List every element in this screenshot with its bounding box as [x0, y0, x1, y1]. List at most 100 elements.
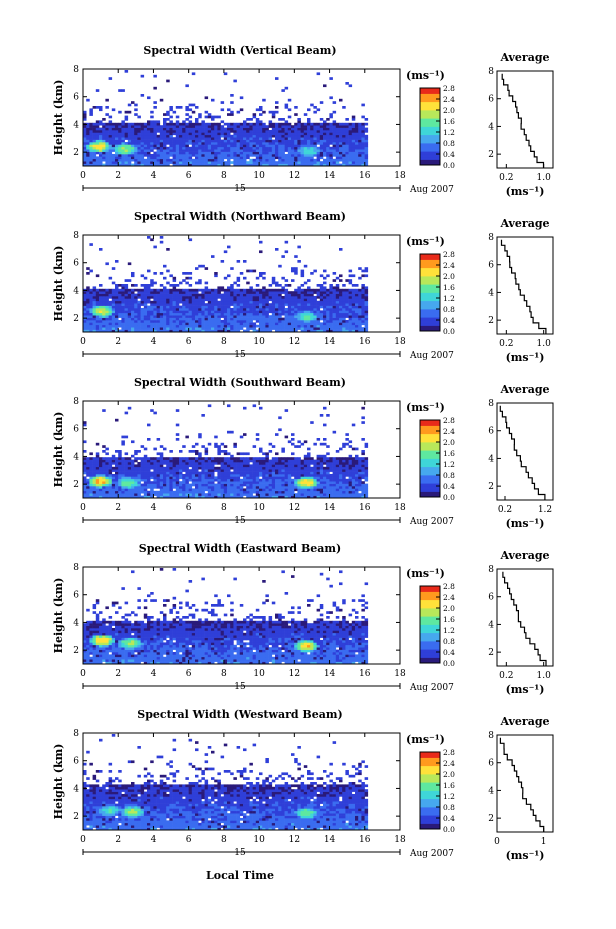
heatmap-cell: [284, 288, 289, 292]
heatmap-cell: [188, 125, 193, 128]
heatmap-cell: [259, 120, 263, 124]
heatmap-cell: [262, 125, 266, 128]
heatmap-cell: [185, 127, 189, 131]
heatmap-cell: [134, 493, 138, 496]
heatmap-cell: [271, 488, 276, 492]
heatmap-cell: [345, 144, 349, 148]
heatmap-cell: [332, 130, 337, 133]
heatmap-cell: [339, 158, 343, 162]
heatmap-cell: [361, 466, 365, 470]
heatmap-cell: [166, 324, 170, 328]
heatmap-cell: [246, 288, 250, 292]
heatmap-cell: [211, 144, 215, 148]
heatmap-cell: [310, 137, 314, 140]
heatmap-cell: [207, 493, 212, 496]
heatmap-cell: [249, 478, 253, 482]
heatmap-cell: [332, 488, 337, 492]
heatmap-cell: [131, 125, 135, 128]
heatmap-cell: [195, 493, 199, 496]
heatmap-cell: [358, 469, 362, 472]
heatmap-cell: [175, 137, 180, 140]
heatmap-cell: [265, 151, 269, 155]
heatmap-cell: [239, 483, 244, 487]
heatmap-cell: [201, 329, 205, 333]
heatmap-cell: [115, 486, 119, 489]
heatmap-cell: [275, 478, 279, 482]
heatmap-cell: [329, 130, 333, 133]
heatmap-cell: [323, 317, 327, 321]
heatmap-cell: [201, 305, 205, 309]
heatmap-cell: [118, 89, 122, 92]
heatmap-cell: [131, 329, 135, 333]
heatmap-cell: [332, 132, 337, 136]
heatmap-cell: [351, 490, 356, 494]
heatmap-cell: [169, 327, 173, 330]
heatmap-cell: [108, 115, 113, 119]
colorbar-tick-label: 2.8: [443, 250, 455, 259]
heatmap-cell: [182, 495, 186, 499]
heatmap-cell: [153, 315, 157, 318]
heatmap-cell: [89, 490, 93, 494]
heatmap-cell: [204, 96, 209, 100]
heatmap-cell: [335, 327, 340, 330]
heatmap-cell: [300, 122, 305, 126]
heatmap-cell: [191, 288, 196, 292]
heatmap-cell: [355, 134, 359, 138]
heatmap-cell: [175, 481, 180, 484]
heatmap-cell: [268, 293, 273, 297]
heatmap-cell: [291, 137, 295, 140]
heatmap-cell: [300, 130, 305, 133]
heatmap-cell: [191, 296, 196, 299]
heatmap-cell: [230, 144, 234, 148]
heatmap-cell: [335, 476, 340, 480]
heatmap-cell: [255, 462, 260, 465]
heatmap-cell: [319, 317, 324, 321]
heatmap-cell: [95, 320, 100, 323]
heatmap-cell: [179, 486, 183, 489]
heatmap-cell: [259, 108, 263, 112]
heatmap-cell: [294, 137, 298, 140]
heatmap-cell: [332, 144, 337, 148]
heatmap-cell: [329, 317, 333, 321]
heatmap-cell: [348, 305, 353, 309]
heatmap-cell: [313, 474, 317, 477]
heatmap-cell: [175, 303, 180, 306]
colorbar-segment: [420, 259, 440, 263]
heatmap-cell: [300, 158, 305, 162]
heatmap-cell: [179, 481, 183, 484]
heatmap-cell: [105, 146, 109, 150]
heatmap-cell: [358, 130, 362, 133]
heatmap-cell: [319, 310, 324, 314]
heatmap-cell: [326, 315, 330, 318]
heatmap-cell: [204, 288, 209, 292]
heatmap-cell: [121, 329, 125, 333]
heatmap-cell: [172, 464, 177, 468]
heatmap-cell: [108, 315, 113, 318]
heatmap-cell: [179, 329, 183, 333]
heatmap-cell: [239, 108, 244, 112]
heatmap-cell: [297, 322, 301, 326]
heatmap-cell: [227, 478, 231, 482]
heatmap-cell: [313, 130, 317, 133]
heatmap-cell: [214, 310, 218, 314]
heatmap-cell: [191, 125, 196, 128]
heatmap-cell: [268, 149, 273, 152]
heatmap-cell: [262, 327, 266, 330]
heatmap-cell: [102, 464, 106, 468]
heatmap-cell: [169, 478, 173, 482]
heatmap-cell: [143, 481, 148, 484]
heatmap-cell: [268, 481, 273, 484]
heatmap-cell: [134, 324, 138, 328]
heatmap-cell: [179, 322, 183, 326]
heatmap-cell: [284, 137, 289, 140]
heatmap-cell: [83, 483, 87, 487]
heatmap-cell: [86, 122, 90, 126]
heatmap-cell: [169, 320, 173, 323]
heatmap-cell: [332, 490, 337, 494]
heatmap-cell: [236, 146, 241, 150]
heatmap-cell: [111, 142, 116, 145]
heatmap-cell: [326, 305, 330, 309]
heatmap-cell: [243, 476, 247, 480]
heatmap-cell: [255, 134, 260, 138]
heatmap-cell: [252, 490, 257, 494]
